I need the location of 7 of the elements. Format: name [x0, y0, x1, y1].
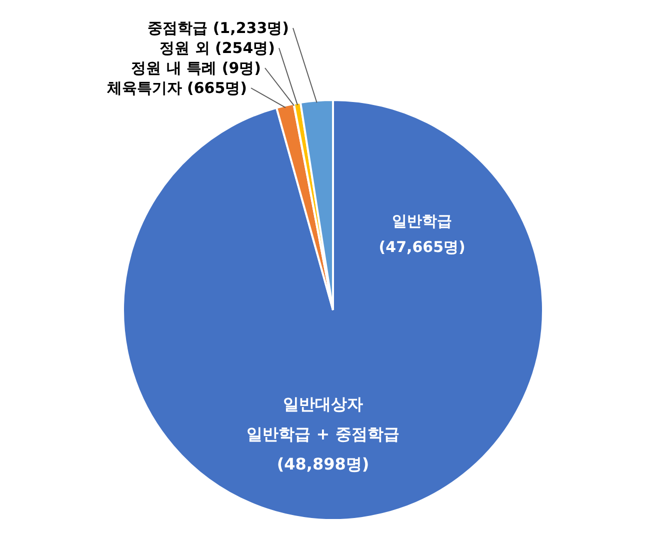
slice-label: 정원 외 (254명): [160, 39, 275, 57]
slice-label: 정원 내 특례 (9명): [131, 59, 261, 77]
slice-label: 일반학급: [392, 212, 452, 230]
slice-label: 중점학급 (1,233명): [148, 19, 289, 37]
data-label: (47,665명): [378, 238, 466, 256]
slice-label: 체육특기자 (665명): [106, 79, 247, 97]
text: 일반대상자 일반학급 + 중점학급 (48,898명): [246, 394, 400, 474]
